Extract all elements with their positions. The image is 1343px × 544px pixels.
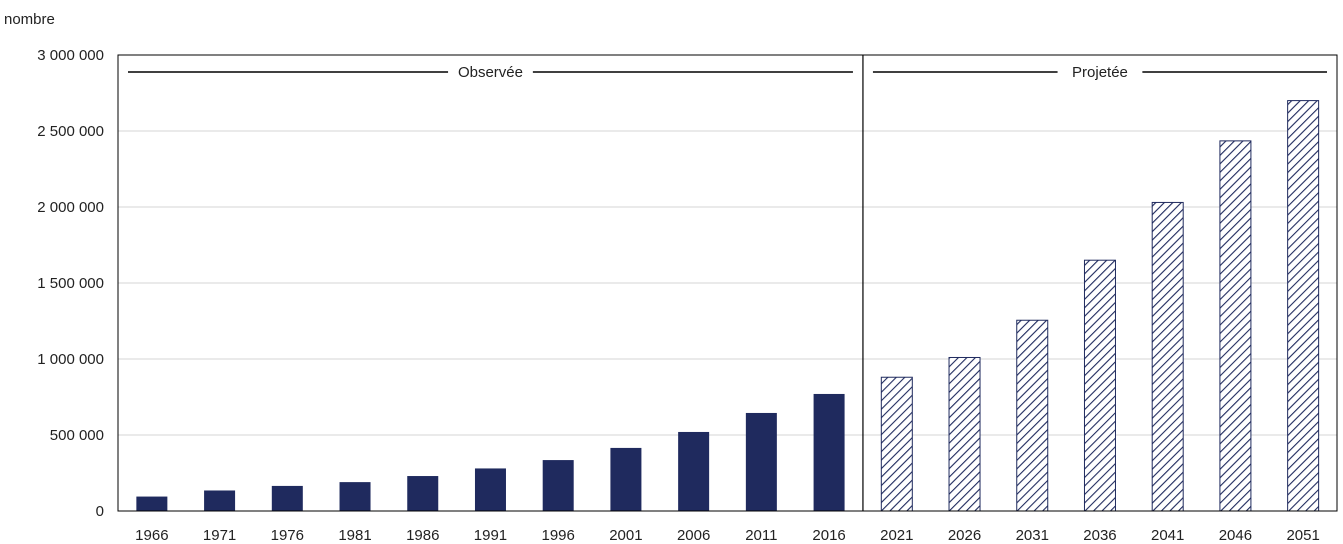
x-tick-label: 2041 (1151, 527, 1184, 544)
x-tick-label: 2036 (1083, 527, 1116, 544)
bar-projected (1016, 319, 1049, 512)
bar-observed (271, 485, 303, 511)
y-tick-label: 3 000 000 (37, 47, 104, 64)
x-tick-label: 2031 (1016, 527, 1049, 544)
y-tick-label: 500 000 (50, 427, 104, 444)
bar-projected (880, 376, 913, 512)
gridlines (118, 130, 1337, 436)
plot-frame (117, 54, 1338, 512)
x-axis-ticks: 1966 1971 1976 1981 1986 1991 1996 2001 2006 2011… (135, 527, 1320, 544)
x-tick-label: 2011 (745, 527, 777, 544)
x-tick-label: 2046 (1219, 527, 1252, 544)
x-tick-label: 1966 (135, 527, 168, 544)
bar-observed (474, 468, 506, 511)
x-tick-label: 1996 (542, 527, 575, 544)
x-tick-label: 1991 (474, 527, 507, 544)
x-tick-label: 2051 (1286, 527, 1319, 544)
bar-observed (542, 460, 574, 511)
bar-observed (813, 393, 845, 511)
x-tick-label: 2016 (812, 527, 845, 544)
x-tick-label: 1986 (406, 527, 439, 544)
y-axis-ticks: 0 500 000 1 000 000 1 500 000 2 000 000 2 500… (37, 47, 104, 520)
bar-projected (1151, 201, 1184, 512)
period-label-projected: Projetée (1072, 64, 1128, 81)
y-tick-label: 1 500 000 (37, 275, 104, 292)
bar-observed (678, 431, 710, 511)
bars (136, 100, 1320, 512)
bar-projected (1219, 140, 1252, 512)
y-axis-title: nombre (4, 11, 55, 28)
y-tick-label: 2 000 000 (37, 199, 104, 216)
bar-observed (745, 412, 777, 511)
x-tick-label: 1971 (203, 527, 236, 544)
x-tick-label: 2001 (609, 527, 642, 544)
x-tick-label: 2021 (880, 527, 913, 544)
period-label-observed: Observée (458, 64, 523, 81)
x-tick-label: 1981 (338, 527, 371, 544)
y-tick-label: 2 500 000 (37, 123, 104, 140)
bar-observed (136, 496, 168, 511)
x-tick-label: 1976 (271, 527, 304, 544)
y-tick-label: 0 (96, 503, 104, 520)
bar-observed (204, 490, 236, 511)
x-tick-label: 2026 (948, 527, 981, 544)
x-tick-label: 2006 (677, 527, 710, 544)
bar-projected (948, 356, 981, 512)
bar-observed (610, 447, 642, 511)
bar-projected (1287, 100, 1320, 512)
period-labels: Observée Projetée (128, 64, 1327, 81)
bar-observed (407, 476, 439, 511)
bar-observed (339, 482, 371, 511)
y-tick-label: 1 000 000 (37, 351, 104, 368)
bar-projected (1083, 259, 1116, 512)
